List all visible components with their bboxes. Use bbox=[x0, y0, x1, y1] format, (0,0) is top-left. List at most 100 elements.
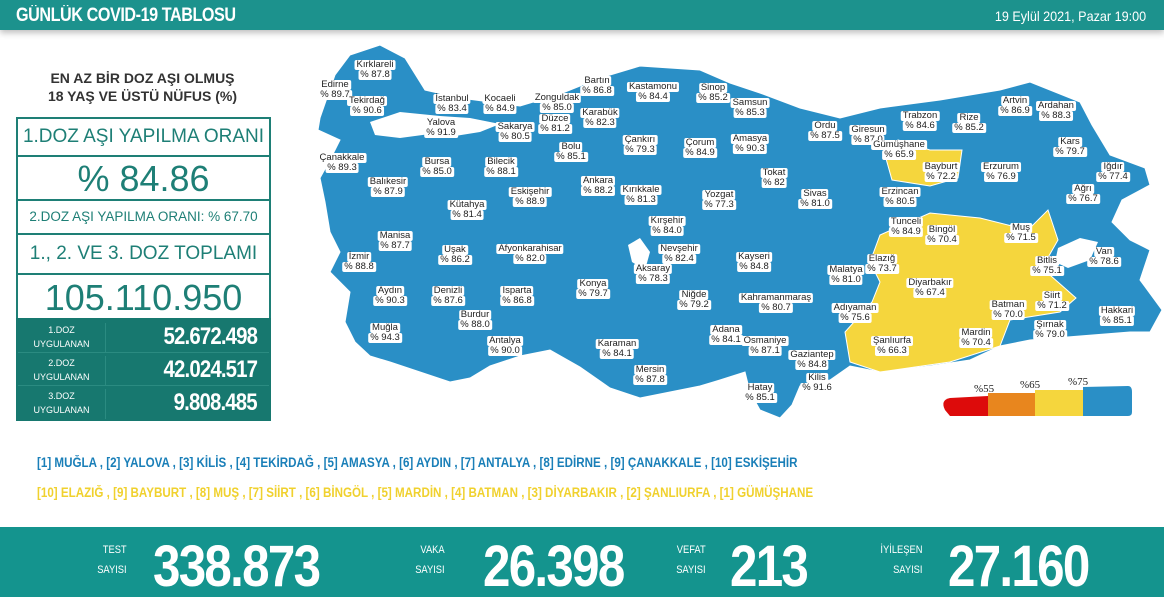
province-rate: % 88.2 bbox=[581, 185, 615, 196]
province-label: Tunceli% 84.9 bbox=[888, 217, 924, 237]
province-rate: % 88.9 bbox=[513, 196, 547, 207]
province-rate: % 87.8 bbox=[633, 374, 667, 385]
recovered-count: 27.160 bbox=[948, 534, 1090, 599]
province-name: Balıkesir bbox=[367, 176, 409, 187]
province-name: Kastamonu bbox=[626, 81, 680, 92]
province-name: Kars bbox=[1058, 136, 1082, 147]
province-name: Amasya bbox=[730, 133, 770, 144]
province-name: İzmir bbox=[346, 251, 372, 262]
province-label: Şanlıurfa% 66.3 bbox=[870, 336, 914, 356]
province-rate: % 88.0 bbox=[458, 319, 492, 330]
province-name: Van bbox=[1093, 246, 1115, 257]
case-label: VAKA SAYISI bbox=[415, 544, 445, 576]
province-name: Muğla bbox=[370, 322, 400, 333]
province-rate: % 85.2 bbox=[952, 122, 986, 133]
top-ten-provinces: [1] MUĞLA , [2] YALOVA , [3] KİLİS , [4]… bbox=[37, 455, 798, 470]
province-name: Sakarya bbox=[495, 121, 535, 132]
province-rate: % 67.4 bbox=[913, 287, 947, 298]
province-name: Siirt bbox=[1041, 290, 1063, 301]
province-rate: % 84.1 bbox=[600, 348, 634, 359]
province-label: Afyonkarahisar% 82.0 bbox=[496, 244, 564, 264]
province-rate: % 90.3 bbox=[373, 295, 407, 306]
province-name: Kırklareli bbox=[354, 59, 396, 70]
province-rate: % 72.2 bbox=[924, 171, 958, 182]
legend-label-55: %55 bbox=[974, 383, 995, 395]
province-name: Giresun bbox=[849, 124, 887, 135]
province-name: Malatya bbox=[827, 264, 865, 275]
province-name: Ardahan bbox=[1036, 100, 1076, 111]
province-name: Sivas bbox=[801, 188, 829, 199]
province-label: Rize% 85.2 bbox=[952, 113, 986, 133]
province-name: Gümüşhane bbox=[871, 139, 927, 150]
province-name: Niğde bbox=[679, 289, 709, 300]
province-label: Mardin% 70.4 bbox=[959, 328, 993, 348]
province-label: Muğla% 94.3 bbox=[368, 323, 402, 343]
province-label: Kars% 79.7 bbox=[1053, 137, 1087, 157]
province-label: Amasya% 90.3 bbox=[730, 133, 770, 154]
province-name: Artvin bbox=[1000, 95, 1030, 106]
province-name: Aydın bbox=[375, 285, 405, 296]
province-label: Trabzon% 84.6 bbox=[900, 110, 940, 131]
province-name: İstanbul bbox=[433, 93, 471, 104]
province-name: Bayburt bbox=[922, 161, 960, 172]
province-rate: % 85.1 bbox=[554, 151, 588, 162]
province-name: Çankırı bbox=[622, 134, 658, 145]
province-rate: % 91.9 bbox=[424, 127, 458, 138]
province-name: Trabzon bbox=[900, 110, 940, 121]
province-name: Nevşehir bbox=[658, 243, 700, 254]
yellow-region-southeast bbox=[844, 209, 1077, 373]
header-bar: GÜNLÜK COVID-19 TABLOSU 19 Eylül 2021, P… bbox=[0, 0, 1164, 30]
province-rate: % 90.6 bbox=[350, 105, 384, 116]
province-rate: % 76.9 bbox=[984, 171, 1018, 182]
province-rate: % 75.1 bbox=[1030, 265, 1064, 276]
province-label: Antalya% 90.0 bbox=[487, 336, 523, 356]
province-rate: % 84.1 bbox=[709, 334, 743, 345]
province-rate: % 78.6 bbox=[1087, 256, 1121, 267]
province-rate: % 82.0 bbox=[513, 253, 547, 264]
province-name: Samsun bbox=[730, 97, 770, 108]
province-rate: % 71.2 bbox=[1035, 300, 1069, 311]
province-label: Zonguldak% 85.0 bbox=[532, 93, 582, 113]
province-rate: % 80.5 bbox=[498, 131, 532, 142]
province-label: Artvin% 86.9 bbox=[998, 96, 1032, 116]
province-label: Bartın% 86.8 bbox=[580, 76, 614, 96]
province-label: Erzincan% 80.5 bbox=[879, 187, 921, 207]
province-name: Yozgat bbox=[702, 189, 736, 200]
province-label: Muş% 71.5 bbox=[1004, 223, 1038, 243]
province-label: Yozgat% 77.3 bbox=[702, 190, 736, 210]
province-name: Gaziantep bbox=[788, 349, 836, 360]
province-label: Malatya% 81.0 bbox=[827, 264, 865, 285]
province-label: Nevşehir% 82.4 bbox=[658, 244, 700, 264]
province-rate: % 84.8 bbox=[737, 261, 771, 272]
province-name: Tekirdağ bbox=[347, 95, 387, 106]
province-label: Kilis% 91.6 bbox=[800, 373, 834, 393]
legend-label-75: %75 bbox=[1068, 376, 1089, 388]
province-name: Kocaeli bbox=[482, 93, 518, 104]
province-label: Ardahan% 88.3 bbox=[1036, 101, 1076, 121]
dose-row: 1.DOZ UYGULANAN 52.672.498 bbox=[18, 320, 269, 353]
province-rate: % 65.9 bbox=[882, 149, 916, 160]
province-name: Çorum bbox=[683, 137, 717, 148]
page-title: GÜNLÜK COVID-19 TABLOSU bbox=[16, 5, 236, 26]
province-rate: % 82 bbox=[761, 177, 787, 188]
vaccine-panel-title: EN AZ BİR DOZ AŞI OLMUŞ 18 YAŞ VE ÜSTÜ N… bbox=[15, 69, 270, 105]
province-label: Siirt% 71.2 bbox=[1035, 291, 1069, 311]
case-count: 26.398 bbox=[483, 534, 625, 599]
province-rate: % 79.3 bbox=[623, 144, 657, 155]
death-label: VEFAT SAYISI bbox=[676, 544, 706, 576]
province-rate: % 81.0 bbox=[829, 274, 863, 285]
province-rate: % 80.5 bbox=[883, 196, 917, 207]
province-rate: % 87.7 bbox=[378, 240, 412, 251]
turkey-map bbox=[317, 44, 1163, 419]
province-name: Kayseri bbox=[736, 251, 772, 262]
province-name: Adıyaman bbox=[831, 302, 879, 313]
province-rate: % 85.1 bbox=[743, 392, 777, 403]
province-rate: % 81.4 bbox=[450, 209, 484, 220]
recovered-label: İYİLEŞEN SAYISI bbox=[880, 544, 923, 576]
province-label: Kırşehir% 84.0 bbox=[648, 216, 686, 236]
province-name: Bingöl bbox=[926, 224, 958, 235]
death-count: 213 bbox=[730, 534, 809, 599]
province-name: Hakkari bbox=[1098, 305, 1136, 316]
province-label: Çankırı% 79.3 bbox=[622, 134, 658, 155]
title-line-2: 18 YAŞ VE ÜSTÜ NÜFUS (%) bbox=[47, 88, 238, 104]
